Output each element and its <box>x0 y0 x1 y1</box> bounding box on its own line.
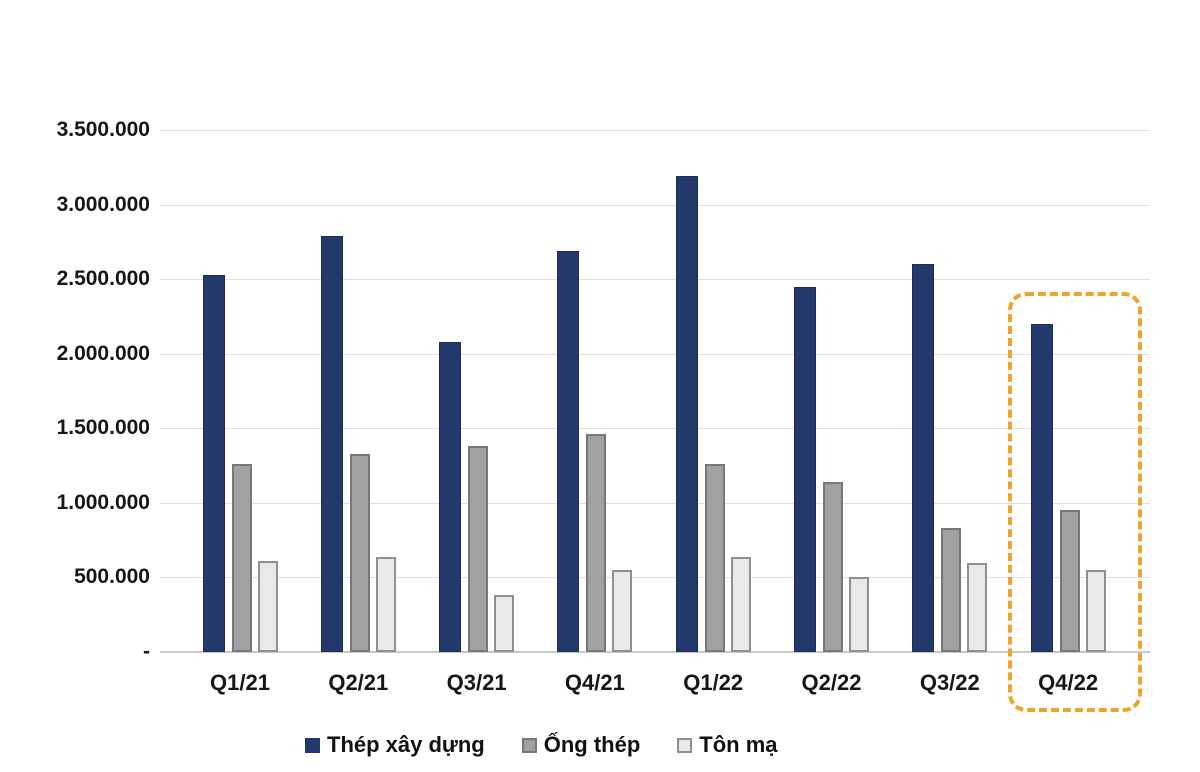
legend-item-ong-thep: Ống thép <box>521 732 641 758</box>
bar <box>349 454 370 652</box>
bar <box>439 342 462 652</box>
x-tick-label: Q2/22 <box>801 670 862 695</box>
bar-group-q1-21 <box>202 275 278 652</box>
bar <box>675 176 698 652</box>
y-tick-label: 2.500.000 <box>56 267 150 291</box>
bar <box>202 275 225 652</box>
legend-swatch-thep-xay-dung <box>305 737 320 753</box>
y-tick-label: 2.000.000 <box>56 341 150 365</box>
y-tick-label: 1.500.000 <box>56 416 150 440</box>
bar <box>557 251 580 652</box>
bar <box>1030 324 1053 652</box>
x-tick-label: Q2/21 <box>328 670 389 695</box>
highlight-q4-22-box <box>1008 292 1142 712</box>
bar <box>912 264 935 652</box>
x-tick-label: Q4/22 <box>1038 670 1099 695</box>
gridline <box>160 428 1150 430</box>
bar <box>612 570 633 652</box>
x-tick-label: Q1/21 <box>210 670 270 695</box>
bar-group-q3-21 <box>439 342 515 652</box>
bar <box>1059 510 1080 652</box>
x-axis-labels: Q1/21 Q2/21 Q3/21 Q4/21 Q1/22 Q2/22 Q3/22 Q4/22 <box>160 670 1150 700</box>
bar <box>231 464 252 652</box>
legend-label-ton-ma: Tôn mạ <box>699 732 778 757</box>
gridline <box>160 130 1150 131</box>
bar-group-q4-22 <box>1030 324 1106 652</box>
bar-group-q4-21 <box>557 251 633 652</box>
bar <box>730 557 751 652</box>
legend-swatch-ton-ma <box>677 737 693 753</box>
y-tick-label: 3.500.000 <box>56 118 150 141</box>
bar <box>704 464 725 652</box>
bar <box>586 434 607 652</box>
legend-item-ton-ma: Tôn mạ <box>677 732 778 758</box>
gridline <box>160 577 1150 579</box>
x-tick-label: Q3/21 <box>446 670 507 695</box>
legend-label-thep-xay-dung: Thép xây dựng <box>327 732 485 757</box>
gridline <box>160 279 1150 281</box>
bar <box>320 236 343 652</box>
y-tick-label: - <box>143 639 150 663</box>
y-axis: 3.500.000 3.000.000 2.500.000 2.000.000 1.50… <box>0 0 150 772</box>
x-tick-label: Q3/22 <box>919 670 980 695</box>
y-tick-label: 3.000.000 <box>56 192 150 216</box>
x-tick-label: Q1/22 <box>683 670 744 695</box>
legend-item-thep-xay-dung: Thép xây dựng <box>305 732 485 758</box>
bar <box>823 482 843 652</box>
bar-group-q2-22 <box>794 287 869 652</box>
plot-area <box>160 130 1150 653</box>
bar <box>257 561 278 652</box>
y-tick-label: 500.000 <box>74 565 150 589</box>
legend-swatch-ong-thep <box>521 737 537 753</box>
bar-group-q1-22 <box>675 176 751 652</box>
gridline <box>160 353 1150 355</box>
bar <box>941 528 962 652</box>
legend-label-ong-thep: Ống thép <box>543 732 641 757</box>
x-tick-label: Q4/21 <box>564 670 625 695</box>
y-tick-label: 1.000.000 <box>56 490 150 514</box>
gridline <box>160 502 1150 504</box>
bar <box>849 577 869 652</box>
bar <box>494 595 515 652</box>
bar-group-q2-21 <box>320 236 396 652</box>
gridline <box>160 204 1150 206</box>
bar-group-q3-22 <box>912 264 988 652</box>
bar <box>1085 570 1106 652</box>
bar <box>375 557 396 652</box>
legend: Thép xây dựng Ống thép Tôn mạ <box>305 730 778 760</box>
x-axis-line <box>160 651 1150 653</box>
bar <box>468 446 489 652</box>
bar <box>794 287 816 652</box>
bar <box>967 563 988 652</box>
